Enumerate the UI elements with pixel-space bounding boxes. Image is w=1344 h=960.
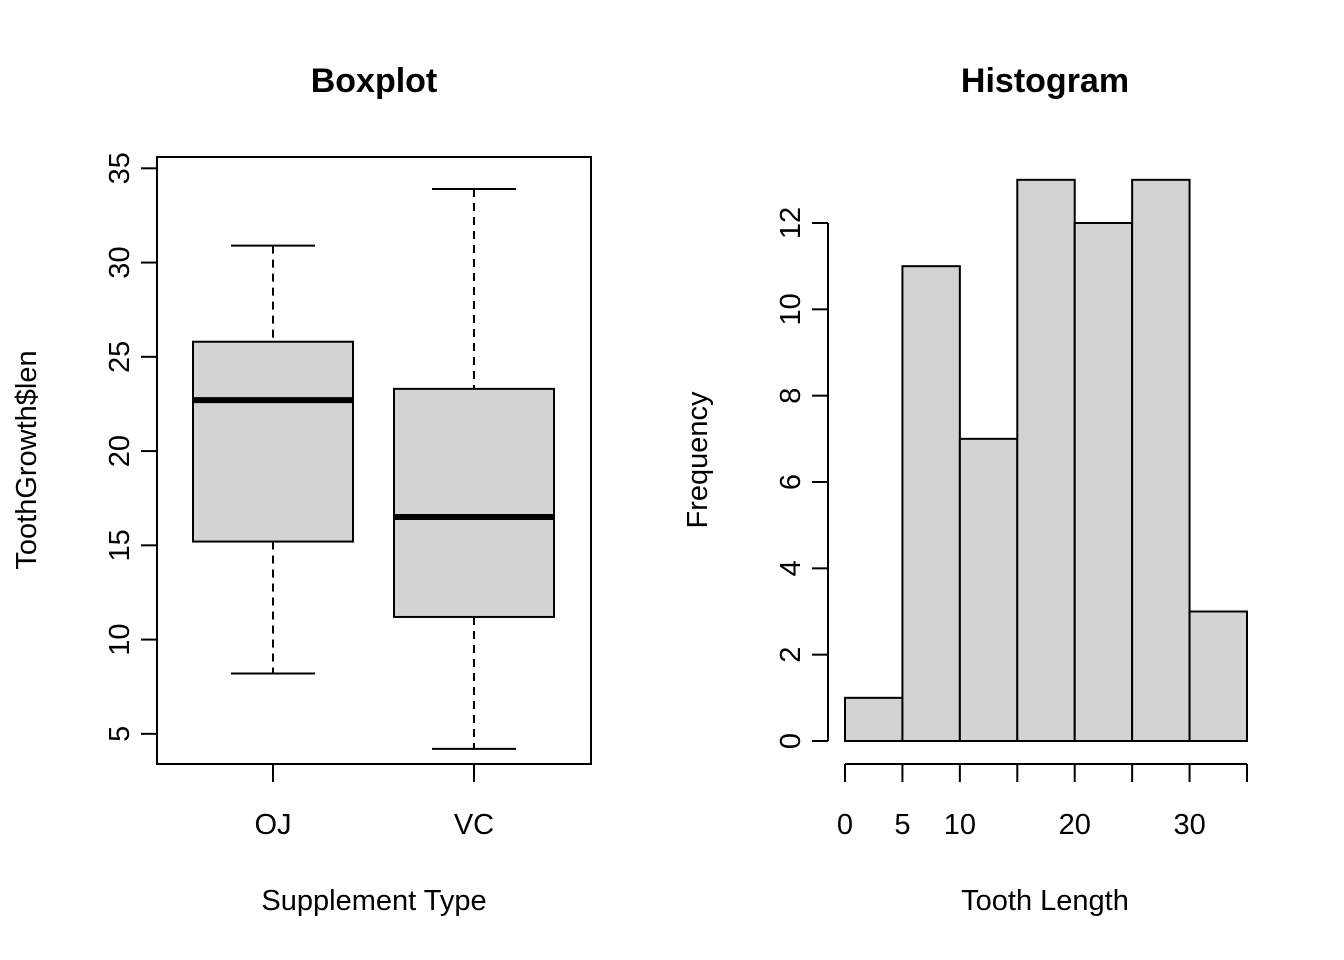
boxplot-panel: Boxplot Supplement Type ToothGrowth$len … bbox=[11, 62, 592, 917]
histogram-y-tick-label: 8 bbox=[775, 388, 807, 404]
box-vc bbox=[393, 188, 555, 750]
boxplot-x-label: Supplement Type bbox=[261, 885, 486, 917]
histogram-panel: Histogram Tooth Length Frequency 0 2 4 6 8 10… bbox=[682, 62, 1248, 917]
boxplot-frame bbox=[156, 156, 592, 765]
histogram-bars bbox=[844, 178, 1248, 743]
histogram-y-tick-label: 10 bbox=[775, 293, 807, 325]
histogram-bar bbox=[1131, 178, 1191, 743]
boxplot-y-tick-label: 35 bbox=[104, 152, 136, 184]
histogram-y-tick-label: 6 bbox=[775, 474, 807, 490]
histogram-bar bbox=[958, 437, 1019, 742]
boxplot-y-tick-label: 5 bbox=[104, 726, 136, 742]
histogram-bar bbox=[1016, 178, 1076, 743]
histogram-x-tick-label: 30 bbox=[1173, 809, 1205, 841]
boxplot-y-tick-label: 30 bbox=[104, 246, 136, 278]
boxplot-x-tick-label: OJ bbox=[254, 809, 291, 841]
histogram-bar bbox=[1073, 222, 1134, 742]
histogram-x-tick-label: 0 bbox=[837, 809, 853, 841]
histogram-bar bbox=[901, 265, 961, 742]
boxplot-y-tick-label: 10 bbox=[104, 623, 136, 655]
histogram-y-tick-label: 4 bbox=[775, 560, 807, 576]
histogram-x-tick-label: 20 bbox=[1059, 809, 1091, 841]
histogram-y-tick-label: 0 bbox=[775, 733, 807, 749]
boxplot-marks bbox=[192, 188, 555, 750]
histogram-title: Histogram bbox=[961, 62, 1129, 100]
histogram-y-axis: 0 2 4 6 8 10 12 bbox=[775, 207, 829, 749]
boxplot-y-tick-label: 25 bbox=[104, 341, 136, 373]
histogram-x-axis: 0 5 10 20 30 bbox=[837, 763, 1248, 841]
histogram-bar bbox=[1188, 610, 1248, 742]
histogram-bar bbox=[844, 696, 904, 742]
boxplot-y-axis: 5 10 15 20 25 30 35 bbox=[104, 152, 157, 742]
histogram-x-label: Tooth Length bbox=[961, 885, 1129, 917]
iqr-box-oj bbox=[192, 340, 354, 543]
histogram-y-tick-label: 2 bbox=[775, 647, 807, 663]
iqr-box-vc bbox=[393, 387, 555, 618]
boxplot-x-tick-label: VC bbox=[454, 809, 494, 841]
boxplot-y-tick-label: 15 bbox=[104, 529, 136, 561]
histogram-x-tick-label: 10 bbox=[944, 809, 976, 841]
boxplot-y-tick-label: 20 bbox=[104, 435, 136, 467]
box-oj bbox=[192, 244, 354, 675]
boxplot-y-label: ToothGrowth$len bbox=[11, 350, 43, 569]
boxplot-title: Boxplot bbox=[311, 62, 438, 100]
histogram-x-tick-label: 5 bbox=[894, 809, 910, 841]
histogram-y-label: Frequency bbox=[682, 391, 714, 529]
histogram-y-tick-label: 12 bbox=[775, 207, 807, 239]
boxplot-x-axis: OJ VC bbox=[254, 764, 494, 841]
